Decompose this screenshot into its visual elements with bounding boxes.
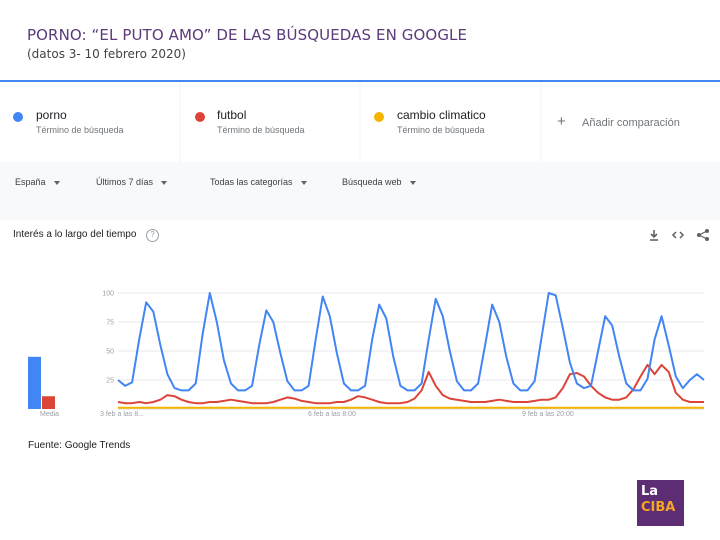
chevron-down-icon: [161, 180, 168, 185]
panel-accent-line: [0, 80, 720, 82]
series-line-porno: [117, 292, 705, 392]
term-name: cambio climatico: [397, 108, 486, 122]
x-tick-label: 3 feb a las 8...: [100, 411, 144, 418]
term-card-porno[interactable]: porno Término de búsqueda: [0, 82, 179, 162]
filter-search-type-label: Búsqueda web: [342, 177, 402, 187]
slide-subtitle: (datos 3- 10 febrero 2020): [27, 47, 186, 61]
filter-search-type[interactable]: Búsqueda web: [342, 177, 416, 187]
average-bars: [28, 356, 55, 409]
filter-region[interactable]: España: [15, 177, 60, 187]
term-type: Término de búsqueda: [217, 125, 305, 135]
term-color-dot: [13, 112, 23, 122]
filter-category-label: Todas las categorías: [210, 177, 293, 187]
chart-lines: [117, 292, 705, 409]
source-note: Fuente: Google Trends: [28, 440, 131, 451]
embed-icon[interactable]: [671, 228, 685, 242]
x-axis-ticks: 3 feb a las 8... 6 feb a las 8:00 9 feb a …: [100, 411, 574, 418]
la-ciba-logo: La CIBA: [637, 480, 684, 526]
term-name: futbol: [217, 108, 247, 122]
logo-line-1: La: [641, 484, 659, 499]
x-tick-label: 9 feb a las 20:00: [522, 411, 574, 418]
term-color-dot: [374, 112, 384, 122]
average-bar-futbol: [42, 396, 55, 409]
logo-line-2: CIBA: [641, 500, 676, 515]
download-icon[interactable]: [647, 228, 661, 242]
chevron-down-icon: [300, 180, 307, 185]
filter-period[interactable]: Últimos 7 días: [96, 177, 168, 187]
share-icon[interactable]: [696, 228, 710, 242]
term-type: Término de búsqueda: [36, 125, 124, 135]
help-icon[interactable]: ?: [146, 229, 159, 242]
term-type: Término de búsqueda: [397, 125, 485, 135]
chart-grid: 100 75 50 25: [102, 291, 704, 410]
chart-heading: Interés a lo largo del tiempo: [13, 229, 137, 240]
y-tick-label: 75: [106, 320, 114, 327]
y-tick-label: 50: [106, 349, 114, 356]
term-card-cambio-climatico[interactable]: cambio climatico Término de búsqueda: [361, 82, 540, 162]
plus-icon: +: [557, 113, 566, 130]
x-tick-label: 6 feb a las 8:00: [308, 411, 356, 418]
add-comparison-button[interactable]: [542, 82, 720, 162]
term-color-dot: [195, 112, 205, 122]
chevron-down-icon: [409, 180, 416, 185]
filter-category[interactable]: Todas las categorías: [210, 177, 307, 187]
series-line-futbol: [117, 363, 704, 405]
interest-over-time-chart: 100 75 50 25 Media 3 feb a las 8... 6 feb a …: [28, 291, 705, 418]
average-bar-porno: [28, 356, 41, 409]
average-label: Media: [40, 411, 59, 418]
chevron-down-icon: [53, 180, 60, 185]
y-tick-label: 25: [106, 378, 114, 385]
add-comparison-label: Añadir comparación: [582, 117, 680, 129]
filter-region-label: España: [15, 177, 46, 187]
term-name: porno: [36, 108, 67, 122]
slide-title: PORNO: “EL PUTO AMO” DE LAS BÚSQUEDAS EN…: [27, 26, 468, 44]
y-tick-label: 100: [102, 291, 114, 298]
term-card-futbol[interactable]: futbol Término de búsqueda: [181, 82, 359, 162]
filter-period-label: Últimos 7 días: [96, 177, 154, 187]
